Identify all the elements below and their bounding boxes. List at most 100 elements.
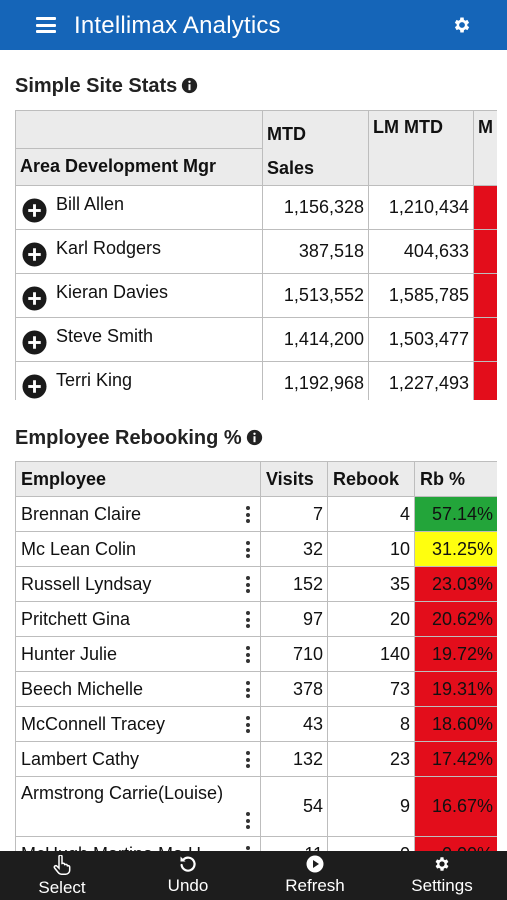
site-stats-table: MTD Sales LM MTD M Area Development Mgr B… xyxy=(15,110,497,400)
header-rebook-label: Rebook xyxy=(333,468,400,489)
visits-cell: 132 xyxy=(260,741,328,777)
rebooking-row[interactable]: Russell Lyndsay 152 35 23.03% xyxy=(15,566,497,602)
more-options-icon[interactable] xyxy=(246,611,250,628)
site-stats-table-scroll[interactable]: MTD Sales LM MTD M Area Development Mgr B… xyxy=(15,110,497,400)
header-employee-label: Employee xyxy=(21,468,107,489)
rebooking-table-scroll[interactable]: Employee Visits Rebook Rb % Brennan Clai… xyxy=(15,461,497,851)
settings-button[interactable]: Settings xyxy=(398,851,486,900)
more-options-icon[interactable] xyxy=(246,646,250,663)
header-mtd-top: MTD xyxy=(267,124,306,144)
manager-name: Kieran Davies xyxy=(56,282,169,302)
refresh-label: Refresh xyxy=(285,876,345,895)
header-lm-mtd-label: LM MTD xyxy=(373,117,443,137)
header-employee[interactable]: Employee xyxy=(15,461,261,497)
rebooking-row[interactable]: Brennan Claire 7 4 57.14% xyxy=(15,496,497,532)
lm-mtd-cell: 1,210,434 xyxy=(368,185,474,230)
rebook-cell: 73 xyxy=(327,671,415,707)
rebooking-row[interactable]: Mc Lean Colin 32 10 31.25% xyxy=(15,531,497,567)
visits-cell: 11 xyxy=(260,836,328,851)
rb-pct-cell: 16.67% xyxy=(414,776,497,837)
header-area-dev-mgr-label: Area Development Mgr xyxy=(20,156,217,177)
rebooking-row[interactable]: Hunter Julie 710 140 19.72% xyxy=(15,636,497,672)
rebooking-row[interactable]: McConnell Tracey 43 8 18.60% xyxy=(15,706,497,742)
rebooking-row[interactable]: McHugh Martina Ma H... 1100.00% xyxy=(15,836,497,851)
manager-cell: Karl Rodgers xyxy=(15,229,263,274)
employee-cell: Hunter Julie xyxy=(15,636,261,672)
employee-name: Brennan Claire xyxy=(21,503,142,524)
site-stats-row[interactable]: Steve Smith 1,414,200 1,503,477 xyxy=(15,317,497,362)
header-lm-mtd[interactable]: LM MTD xyxy=(368,110,474,186)
site-stats-row[interactable]: Karl Rodgers 387,518 404,633 xyxy=(15,229,497,274)
header-mtd-sales[interactable]: MTD Sales xyxy=(262,110,369,186)
rebooking-row[interactable]: Beech Michelle 378 73 19.31% xyxy=(15,671,497,707)
header-cut-column[interactable]: M xyxy=(473,110,497,186)
rebooking-row[interactable]: Armstrong Carrie(Louise) 54 9 16.67% xyxy=(15,776,497,837)
rebooking-title-text: Employee Rebooking % xyxy=(15,427,242,449)
mtd-sales-cell: 1,414,200 xyxy=(262,317,369,362)
manager-cell: Bill Allen xyxy=(15,185,263,230)
rebook-cell: 140 xyxy=(327,636,415,672)
employee-cell: Russell Lyndsay xyxy=(15,566,261,602)
employee-cell: Lambert Cathy xyxy=(15,741,261,777)
expand-plus-icon[interactable] xyxy=(22,330,47,355)
refresh-button[interactable]: Refresh xyxy=(274,851,356,900)
header-rebook[interactable]: Rebook xyxy=(327,461,415,497)
settings-label: Settings xyxy=(411,876,473,895)
visits-cell: 710 xyxy=(260,636,328,672)
mtd-sales-cell: 1,156,328 xyxy=(262,185,369,230)
rb-pct-cell: 20.62% xyxy=(414,601,497,637)
site-stats-row[interactable]: Bill Allen 1,156,328 1,210,434 xyxy=(15,185,497,230)
header-area-dev-mgr[interactable]: Area Development Mgr xyxy=(15,147,263,186)
expand-plus-icon[interactable] xyxy=(22,198,47,223)
hamburger-menu-icon[interactable] xyxy=(36,17,56,33)
expand-plus-icon[interactable] xyxy=(22,286,47,311)
rb-pct-cell: 23.03% xyxy=(414,566,497,602)
site-stats-row[interactable]: Kieran Davies 1,513,552 1,585,785 xyxy=(15,273,497,318)
more-options-icon[interactable] xyxy=(246,541,250,558)
visits-cell: 43 xyxy=(260,706,328,742)
info-icon[interactable] xyxy=(181,77,198,94)
select-label: Select xyxy=(38,878,86,897)
status-cell xyxy=(473,317,497,362)
rebooking-table: Employee Visits Rebook Rb % Brennan Clai… xyxy=(15,461,497,851)
more-options-icon[interactable] xyxy=(246,576,250,593)
employee-name: Mc Lean Colin xyxy=(21,538,137,559)
info-icon[interactable] xyxy=(246,429,263,446)
rebook-cell: 9 xyxy=(327,776,415,837)
employee-cell: Mc Lean Colin xyxy=(15,531,261,567)
lm-mtd-cell: 1,227,493 xyxy=(368,361,474,400)
select-button[interactable]: Select xyxy=(20,851,104,900)
more-options-icon[interactable] xyxy=(246,812,250,829)
more-options-icon[interactable] xyxy=(246,506,250,523)
app-bar: Intellimax Analytics xyxy=(0,0,507,50)
visits-cell: 7 xyxy=(260,496,328,532)
more-options-icon[interactable] xyxy=(246,846,250,851)
expand-plus-icon[interactable] xyxy=(22,242,47,267)
status-cell xyxy=(473,273,497,318)
header-cut-column-label: M xyxy=(478,117,493,137)
employee-cell: Beech Michelle xyxy=(15,671,261,707)
gear-icon[interactable] xyxy=(452,15,472,35)
manager-name: Terri King xyxy=(56,370,133,390)
more-options-icon[interactable] xyxy=(246,751,250,768)
employee-name: Armstrong Carrie(Louise) xyxy=(21,783,224,803)
site-stats-row[interactable]: Terri King 1,192,968 1,227,493 xyxy=(15,361,497,400)
lm-mtd-cell: 404,633 xyxy=(368,229,474,274)
more-options-icon[interactable] xyxy=(246,716,250,733)
rb-pct-cell: 18.60% xyxy=(414,706,497,742)
rebook-cell: 35 xyxy=(327,566,415,602)
undo-button[interactable]: Undo xyxy=(148,851,228,900)
header-rb-pct[interactable]: Rb % xyxy=(414,461,497,497)
rebooking-row[interactable]: Lambert Cathy 132 23 17.42% xyxy=(15,741,497,777)
header-visits[interactable]: Visits xyxy=(260,461,328,497)
rebook-cell: 4 xyxy=(327,496,415,532)
employee-cell: Armstrong Carrie(Louise) xyxy=(15,776,261,837)
rebooking-row[interactable]: Pritchett Gina 97 20 20.62% xyxy=(15,601,497,637)
rebook-cell: 8 xyxy=(327,706,415,742)
rb-pct-cell: 57.14% xyxy=(414,496,497,532)
rb-pct-cell: 17.42% xyxy=(414,741,497,777)
manager-name: Steve Smith xyxy=(56,326,154,346)
rb-pct-cell: 19.31% xyxy=(414,671,497,707)
more-options-icon[interactable] xyxy=(246,681,250,698)
expand-plus-icon[interactable] xyxy=(22,374,47,399)
